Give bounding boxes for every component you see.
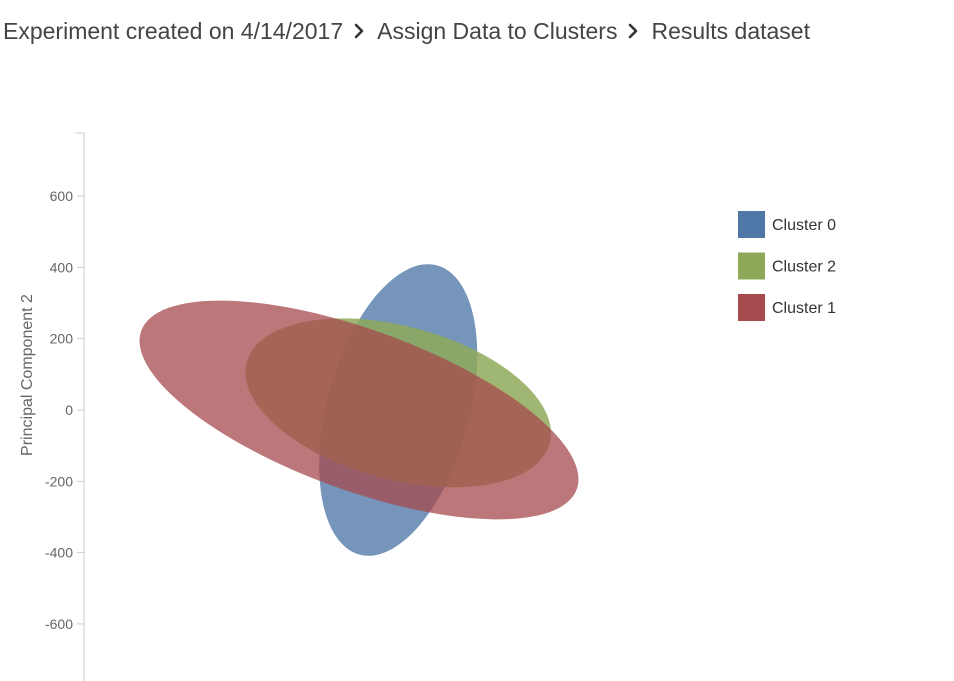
legend-label: Cluster 1 [772, 300, 836, 317]
cluster-ellipses [114, 255, 604, 564]
legend-item-cluster-0[interactable]: Cluster 0 [738, 211, 836, 238]
y-axis-title: Principal Component 2 [19, 294, 36, 456]
y-tick-label: 200 [50, 331, 74, 347]
y-tick-label: -400 [45, 545, 73, 561]
legend-label: Cluster 0 [772, 217, 836, 234]
legend-item-cluster-1[interactable]: Cluster 1 [738, 294, 836, 321]
y-tick-label: -200 [45, 473, 73, 489]
legend-swatch [738, 252, 765, 280]
breadcrumb-results-dataset: Results dataset [651, 17, 810, 44]
y-axis: 600 400 200 0 -200 -400 -600 [45, 132, 85, 681]
legend: Cluster 0 Cluster 2 Cluster 1 [738, 211, 836, 321]
chevron-right-icon [628, 23, 638, 39]
breadcrumb: Experiment created on 4/14/2017 Assign D… [3, 14, 810, 48]
cluster-ellipse-cluster-1[interactable] [114, 255, 604, 564]
breadcrumb-assign-data[interactable]: Assign Data to Clusters [377, 17, 618, 44]
legend-label: Cluster 2 [772, 259, 836, 276]
y-tick-label: 0 [65, 402, 73, 418]
y-tick-label: 600 [50, 188, 74, 204]
legend-item-cluster-2[interactable]: Cluster 2 [738, 252, 836, 280]
chevron-right-icon [354, 23, 364, 39]
y-tick-label: 400 [50, 259, 74, 275]
legend-swatch [738, 211, 765, 238]
y-tick-label: -600 [45, 616, 73, 632]
breadcrumb-experiment[interactable]: Experiment created on 4/14/2017 [3, 17, 344, 44]
legend-swatch [738, 294, 765, 321]
